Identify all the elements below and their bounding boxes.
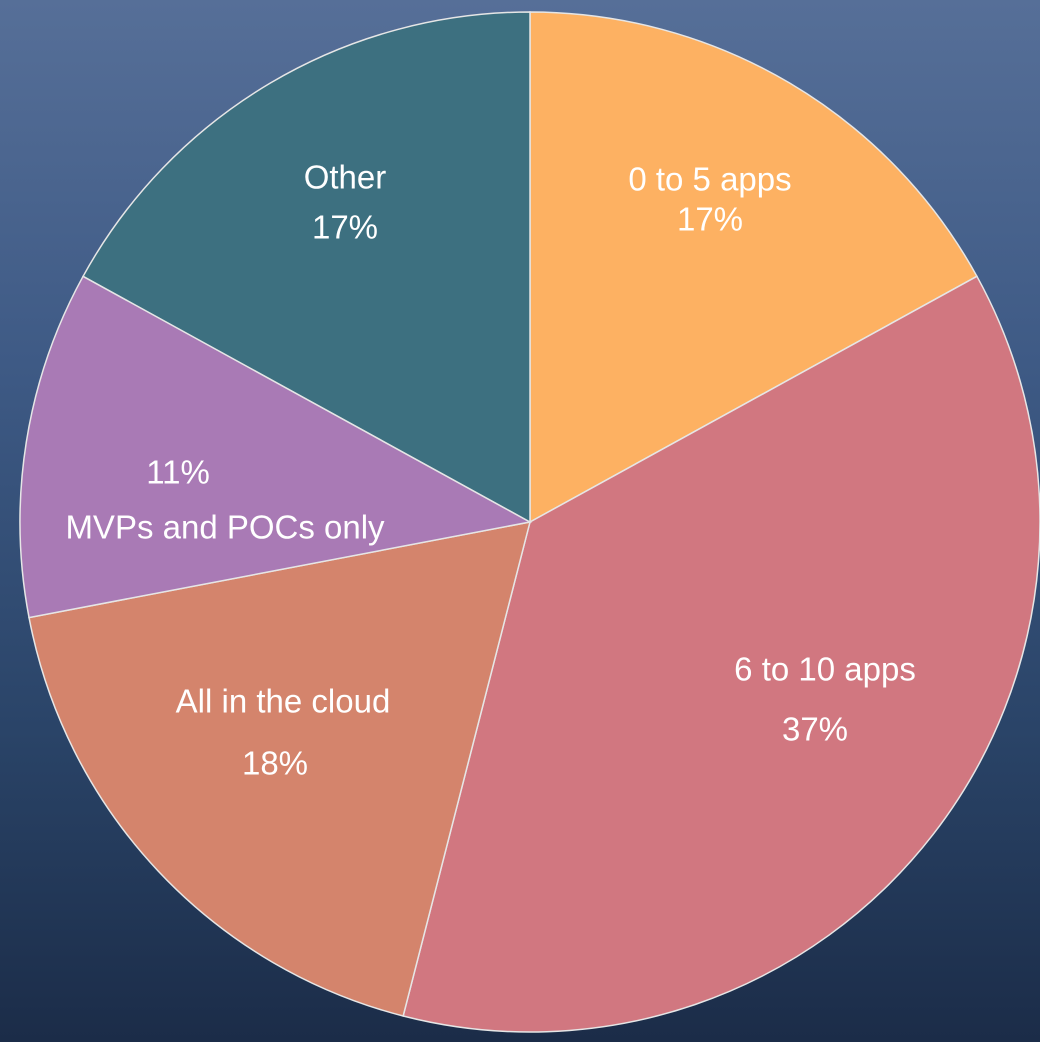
slice-value-label: 17% bbox=[312, 209, 378, 246]
slice-label: 0 to 5 apps bbox=[628, 161, 791, 198]
chart: 0 to 5 apps17%6 to 10 apps37%All in the … bbox=[0, 0, 1040, 1042]
slice-label: MVPs and POCs only bbox=[65, 509, 385, 546]
page: 0 to 5 apps17%6 to 10 apps37%All in the … bbox=[0, 0, 1040, 1042]
slice-value-label: 18% bbox=[242, 745, 308, 782]
slice-value-label: 11% bbox=[146, 454, 210, 491]
slice-value-label: 17% bbox=[677, 201, 743, 238]
slice-label: 6 to 10 apps bbox=[734, 651, 916, 688]
slice-value-label: 37% bbox=[782, 711, 848, 748]
slice-label: Other bbox=[304, 159, 387, 196]
slice-label: All in the cloud bbox=[176, 683, 391, 720]
